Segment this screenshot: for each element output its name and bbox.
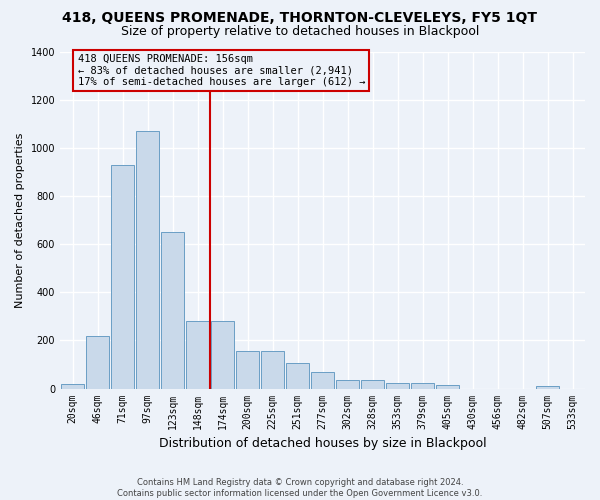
Y-axis label: Number of detached properties: Number of detached properties [15, 132, 25, 308]
Bar [236, 351, 259, 389]
Bar [61, 384, 84, 388]
Bar [411, 384, 434, 388]
Bar [361, 380, 384, 388]
Bar [336, 380, 359, 388]
Bar [436, 385, 459, 388]
Bar [536, 386, 559, 388]
Text: Contains HM Land Registry data © Crown copyright and database right 2024.
Contai: Contains HM Land Registry data © Crown c… [118, 478, 482, 498]
Bar [161, 232, 184, 388]
X-axis label: Distribution of detached houses by size in Blackpool: Distribution of detached houses by size … [159, 437, 487, 450]
Text: Size of property relative to detached houses in Blackpool: Size of property relative to detached ho… [121, 25, 479, 38]
Bar [136, 131, 159, 388]
Bar [261, 351, 284, 389]
Bar [111, 164, 134, 388]
Text: 418 QUEENS PROMENADE: 156sqm
← 83% of detached houses are smaller (2,941)
17% of: 418 QUEENS PROMENADE: 156sqm ← 83% of de… [77, 54, 365, 87]
Bar [211, 321, 234, 388]
Bar [286, 364, 309, 388]
Bar [86, 336, 109, 388]
Bar [386, 384, 409, 388]
Text: 418, QUEENS PROMENADE, THORNTON-CLEVELEYS, FY5 1QT: 418, QUEENS PROMENADE, THORNTON-CLEVELEY… [62, 11, 538, 25]
Bar [186, 321, 209, 388]
Bar [311, 372, 334, 388]
